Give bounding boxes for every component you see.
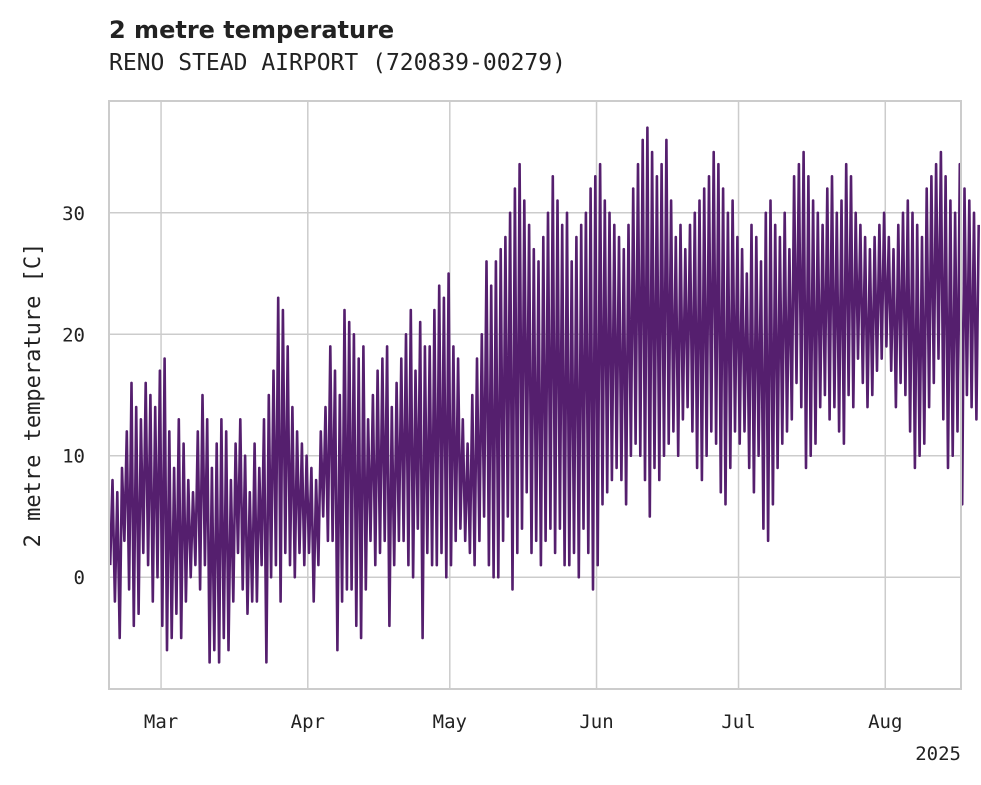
axis-ticks: 0 10 20 30 Mar Apr May Jun Jul Aug: [62, 203, 902, 733]
plot-frame: [108, 100, 962, 690]
temperature-line: [108, 126, 980, 664]
x-tick-label: Apr: [291, 711, 325, 733]
y-tick-label: 0: [74, 567, 85, 589]
y-tick-label: 10: [62, 446, 85, 468]
y-tick-label: 30: [62, 203, 85, 225]
x-tick-label: Jun: [579, 711, 613, 733]
plot-area: [108, 126, 980, 664]
chart-subtitle: RENO STEAD AIRPORT (720839-00279): [109, 50, 566, 76]
y-tick-label: 20: [62, 324, 85, 346]
chart-title: 2 metre temperature: [109, 16, 395, 44]
x-tick-label: May: [433, 711, 467, 733]
x-tick-label: Mar: [144, 711, 178, 733]
x-axis-year-label: 2025: [915, 743, 961, 765]
x-tick-label: Jul: [721, 711, 755, 733]
y-axis-label: 2 metre temperature [C]: [21, 243, 46, 548]
x-tick-label: Aug: [868, 711, 902, 733]
